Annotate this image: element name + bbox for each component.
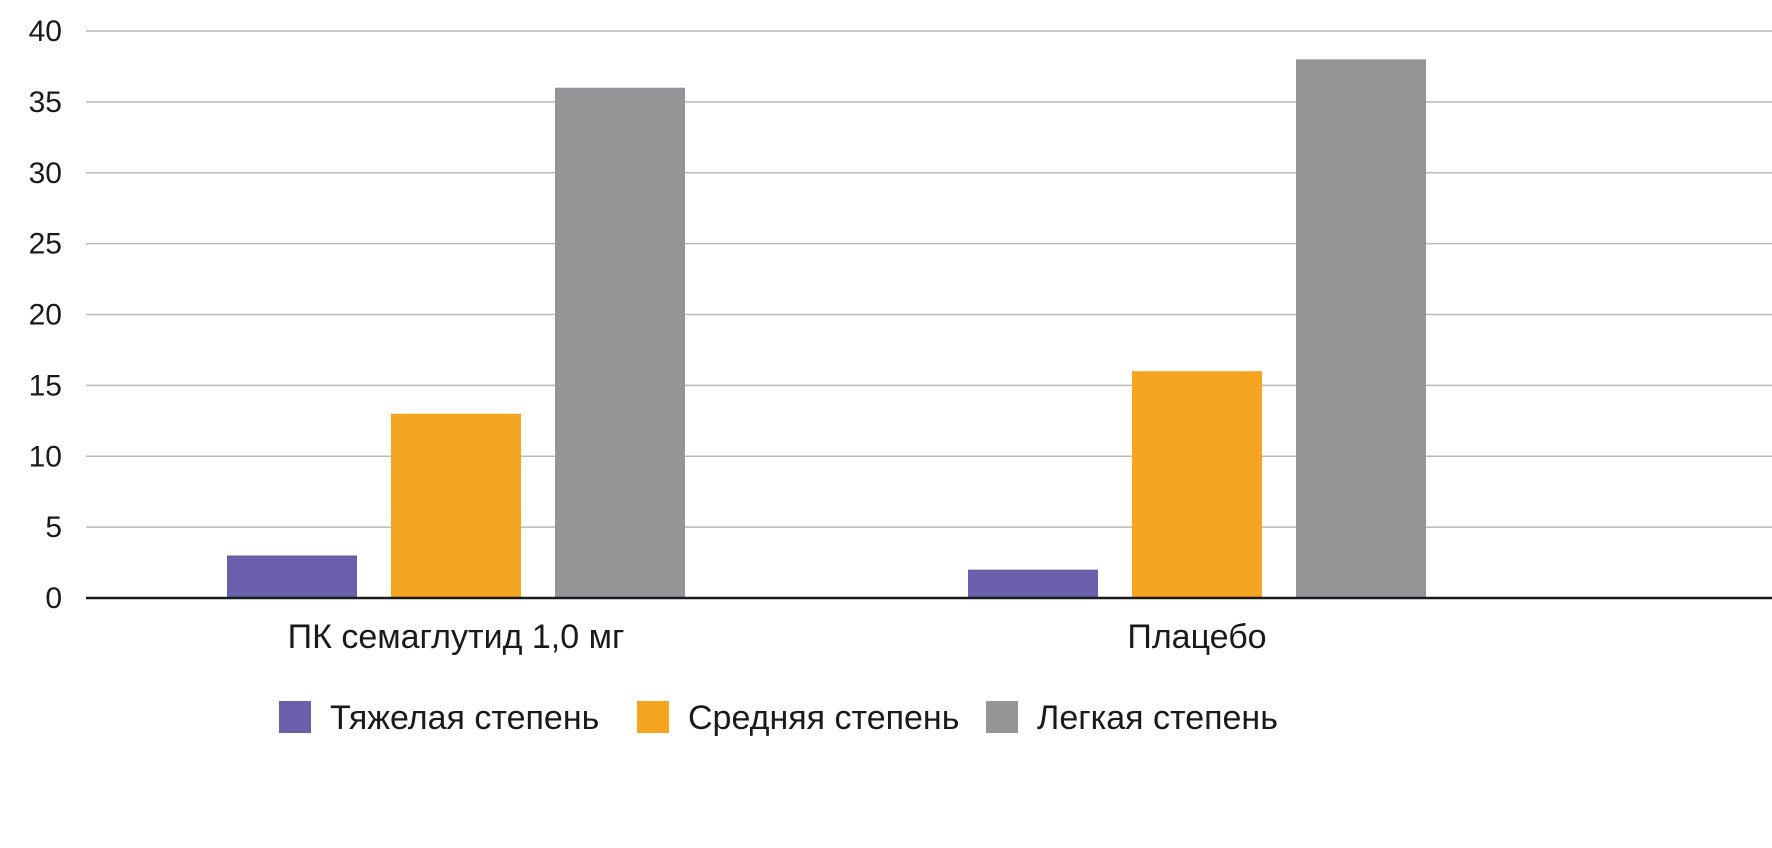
legend-label: Тяжелая степень <box>330 699 599 737</box>
bar <box>555 87 685 598</box>
bars <box>227 59 1426 599</box>
bar <box>968 569 1098 598</box>
legend-label: Средняя степень <box>688 699 959 737</box>
y-tick-label: 20 <box>29 299 62 332</box>
gridlines <box>86 30 1772 528</box>
legend-swatch <box>986 701 1018 733</box>
bar <box>391 413 521 598</box>
category-labels: ПК семаглутид 1,0 мг Плацебо <box>288 618 1267 656</box>
y-tick-label: 35 <box>29 86 62 119</box>
category-label: ПК семаглутид 1,0 мг <box>288 618 625 656</box>
bar <box>1132 371 1262 598</box>
y-tick-label: 40 <box>29 15 62 48</box>
y-tick-label: 15 <box>29 369 62 402</box>
y-axis-ticks: 0 5 10 15 20 25 30 35 40 <box>29 15 62 615</box>
bar <box>227 555 357 598</box>
y-tick-label: 10 <box>29 440 62 473</box>
legend-swatch <box>637 701 669 733</box>
legend-swatch <box>279 701 311 733</box>
y-tick-label: 5 <box>45 511 62 544</box>
category-label: Плацебо <box>1127 618 1266 656</box>
y-tick-label: 0 <box>45 582 62 615</box>
legend-label: Легкая степень <box>1037 699 1278 737</box>
y-tick-label: 25 <box>29 228 62 261</box>
bar <box>1296 59 1426 599</box>
legend: Тяжелая степень Средняя степень Легкая сте… <box>279 699 1278 737</box>
y-tick-label: 30 <box>29 157 62 190</box>
